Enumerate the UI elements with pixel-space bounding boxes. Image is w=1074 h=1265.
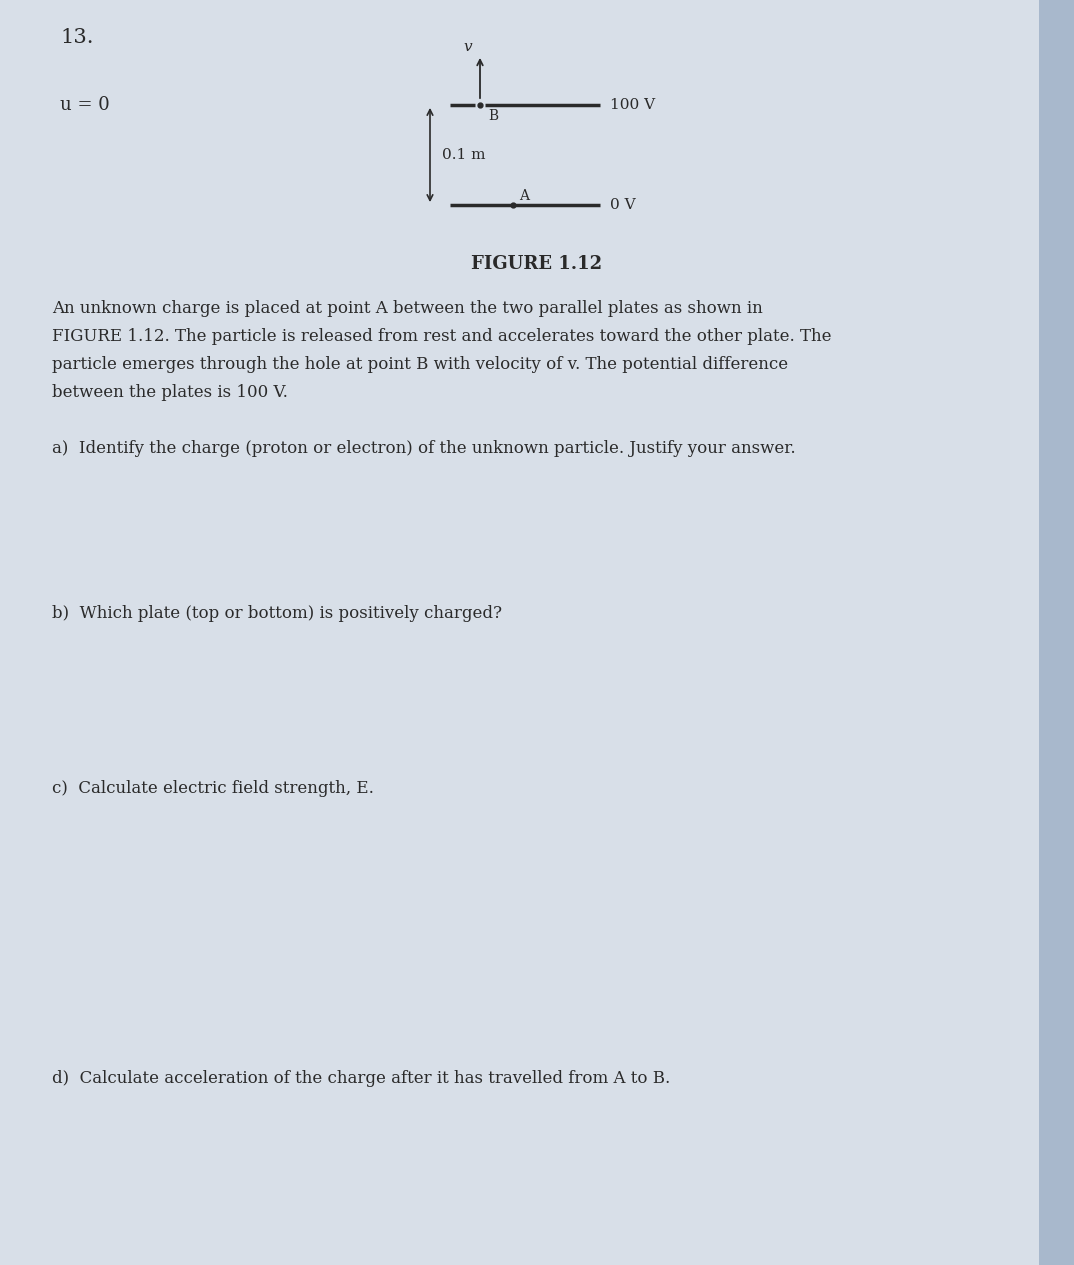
Text: a)  Identify the charge (proton or electron) of the unknown particle. Justify yo: a) Identify the charge (proton or electr… xyxy=(52,440,796,457)
Text: 0.1 m: 0.1 m xyxy=(442,148,485,162)
Text: b)  Which plate (top or bottom) is positively charged?: b) Which plate (top or bottom) is positi… xyxy=(52,605,502,622)
Bar xyxy=(1039,0,1074,1265)
Text: An unknown charge is placed at point A between the two parallel plates as shown : An unknown charge is placed at point A b… xyxy=(52,300,763,318)
Text: d)  Calculate acceleration of the charge after it has travelled from A to B.: d) Calculate acceleration of the charge … xyxy=(52,1070,670,1087)
Text: 0 V: 0 V xyxy=(610,199,636,213)
Text: FIGURE 1.12: FIGURE 1.12 xyxy=(471,256,603,273)
Text: 13.: 13. xyxy=(60,28,93,47)
Text: A: A xyxy=(519,188,529,202)
Text: particle emerges through the hole at point B with velocity of v. The potential d: particle emerges through the hole at poi… xyxy=(52,355,788,373)
Text: 100 V: 100 V xyxy=(610,97,655,113)
Text: v: v xyxy=(464,40,473,54)
Text: FIGURE 1.12. The particle is released from rest and accelerates toward the other: FIGURE 1.12. The particle is released fr… xyxy=(52,328,831,345)
Text: between the plates is 100 V.: between the plates is 100 V. xyxy=(52,385,288,401)
Text: B: B xyxy=(488,109,498,123)
Text: c)  Calculate electric field strength, E.: c) Calculate electric field strength, E. xyxy=(52,781,374,797)
Text: u = 0: u = 0 xyxy=(60,96,110,114)
